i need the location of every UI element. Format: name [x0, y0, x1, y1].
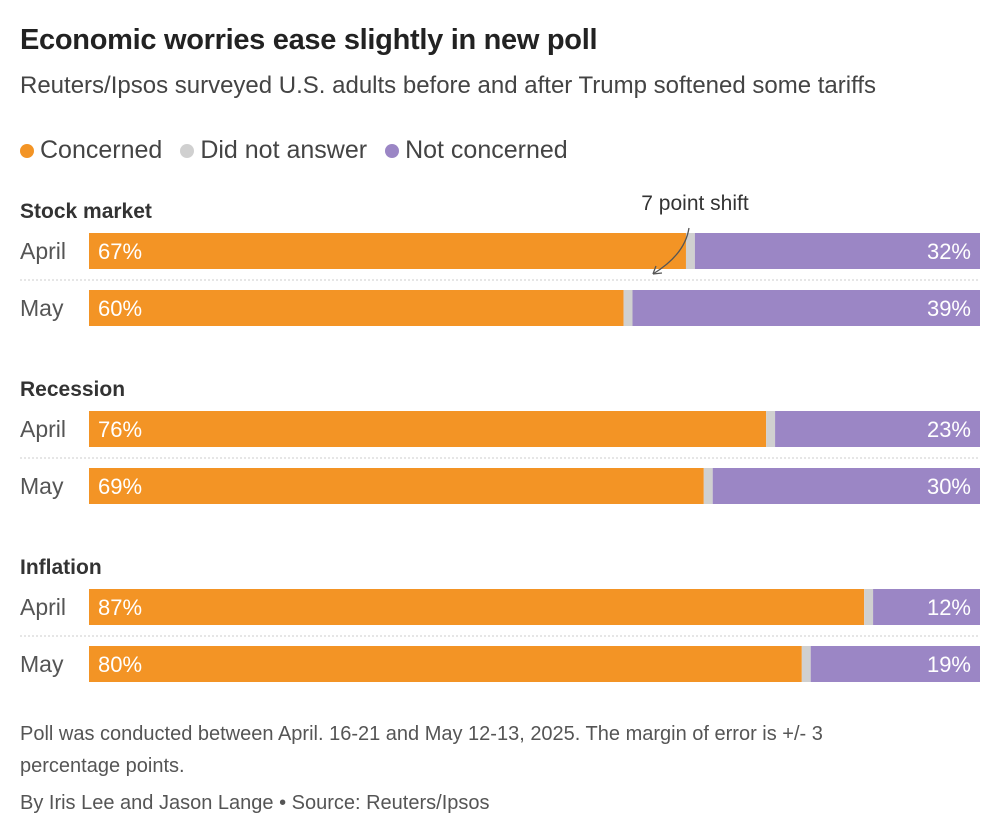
- bar-did-not-answer: [864, 589, 874, 625]
- bar-not-concerned: [694, 233, 980, 269]
- row-label: May: [20, 651, 64, 677]
- bar-concerned: [89, 290, 624, 326]
- data-label-concerned: 76%: [98, 417, 142, 442]
- row-label: April: [20, 416, 66, 442]
- bar-not-concerned: [873, 589, 980, 625]
- legend-item-did-not-answer: Did not answer: [180, 136, 367, 165]
- data-label-not-concerned: 19%: [927, 652, 971, 677]
- bar-not-concerned: [712, 468, 980, 504]
- legend-item-concerned: Concerned: [20, 136, 162, 165]
- chart-title: Economic worries ease slightly in new po…: [20, 24, 598, 56]
- bar-did-not-answer: [623, 290, 633, 326]
- bar-concerned: [89, 411, 767, 447]
- legend-item-not-concerned: Not concerned: [385, 136, 568, 165]
- bar-concerned: [89, 233, 686, 269]
- legend-swatch-did-not-answer: [180, 143, 195, 158]
- bar-concerned: [89, 646, 802, 682]
- bar-concerned: [89, 589, 865, 625]
- bar-did-not-answer: [766, 411, 776, 447]
- group-title: Inflation: [20, 556, 102, 579]
- legend-label-concerned: Concerned: [40, 136, 163, 164]
- data-label-not-concerned: 23%: [927, 417, 971, 442]
- data-label-concerned: 87%: [98, 595, 142, 620]
- data-label-concerned: 60%: [98, 296, 142, 321]
- legend-swatch-concerned: [20, 143, 34, 158]
- data-label-not-concerned: 12%: [927, 595, 971, 620]
- bar-not-concerned: [810, 646, 980, 682]
- data-label-concerned: 67%: [98, 239, 142, 264]
- row-label: April: [20, 594, 66, 620]
- bar-not-concerned: [632, 290, 980, 326]
- row-label: May: [20, 295, 64, 321]
- data-label-concerned: 80%: [98, 652, 142, 677]
- bar-did-not-answer: [703, 468, 713, 504]
- row-label: May: [20, 473, 64, 499]
- byline: By Iris Lee and Jason Lange • Source: Re…: [20, 792, 490, 814]
- row-label: April: [20, 238, 66, 264]
- bar-concerned: [89, 468, 704, 504]
- annotation-arrowhead: [652, 265, 663, 275]
- stacked-bar-chart: Stock market April 67% 32% May 60% 39% Recessio…: [20, 192, 980, 682]
- data-label-not-concerned: 32%: [927, 239, 971, 264]
- bar-did-not-answer: [685, 233, 695, 269]
- bar-did-not-answer: [801, 646, 811, 682]
- legend-label-did-not-answer: Did not answer: [200, 136, 368, 164]
- data-label-not-concerned: 39%: [927, 296, 971, 321]
- data-label-concerned: 69%: [98, 474, 142, 499]
- bar-not-concerned: [775, 411, 980, 447]
- group-title: Recession: [20, 378, 125, 401]
- footnote: Poll was conducted between April. 16-21 …: [20, 723, 823, 777]
- legend: Concerned Did not answer Not concerned: [20, 136, 568, 165]
- annotation-text: 7 point shift: [641, 192, 749, 215]
- legend-label-not-concerned: Not concerned: [405, 136, 568, 164]
- annotation-arrow: [652, 227, 690, 275]
- data-label-not-concerned: 30%: [927, 474, 971, 499]
- group-title: Stock market: [20, 200, 152, 223]
- legend-swatch-not-concerned: [385, 143, 400, 158]
- chart-subtitle: Reuters/Ipsos surveyed U.S. adults befor…: [20, 72, 876, 99]
